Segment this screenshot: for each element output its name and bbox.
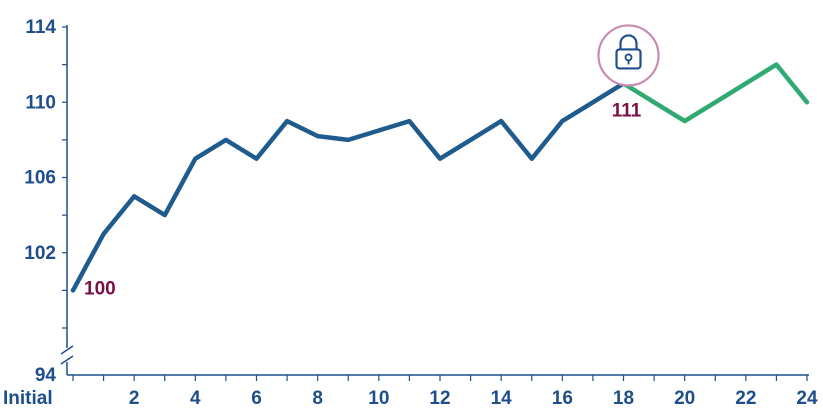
data-label: 100 [84,278,116,299]
x-tick-label: Initial [3,388,53,409]
x-tick-label: 12 [429,388,450,409]
y-tick-label: 102 [24,243,56,264]
x-tick-label: 14 [491,388,513,409]
lock-icon [597,24,660,87]
x-tick-label: 22 [735,388,756,409]
series-layer [70,62,810,293]
x-tick-label: 24 [796,388,818,409]
lock-body [615,48,642,70]
x-tick-label: 20 [674,388,695,409]
x-tick-label: 10 [368,388,389,409]
x-tick-label: 8 [312,388,323,409]
x-tick-label: 18 [613,388,634,409]
y-tick-label: 110 [25,92,56,113]
y-tick-label: 94 [35,365,57,386]
axis-break-mark [60,345,74,355]
x-tick-label: 2 [129,388,140,409]
x-tick-label: 6 [251,388,262,409]
labels-layer: 100 111 [84,100,642,299]
data-label: 111 [612,100,642,121]
y-tick-label: 106 [24,168,56,189]
axis-break-mark [60,355,74,365]
lock-shackle [619,34,638,50]
x-tick-label: 16 [552,388,573,409]
icon-layer [597,24,660,87]
y-tick-label: 114 [25,17,56,38]
series-line-0 [70,81,626,293]
x-tick-label: 4 [190,388,201,409]
series-line-1 [621,62,810,124]
